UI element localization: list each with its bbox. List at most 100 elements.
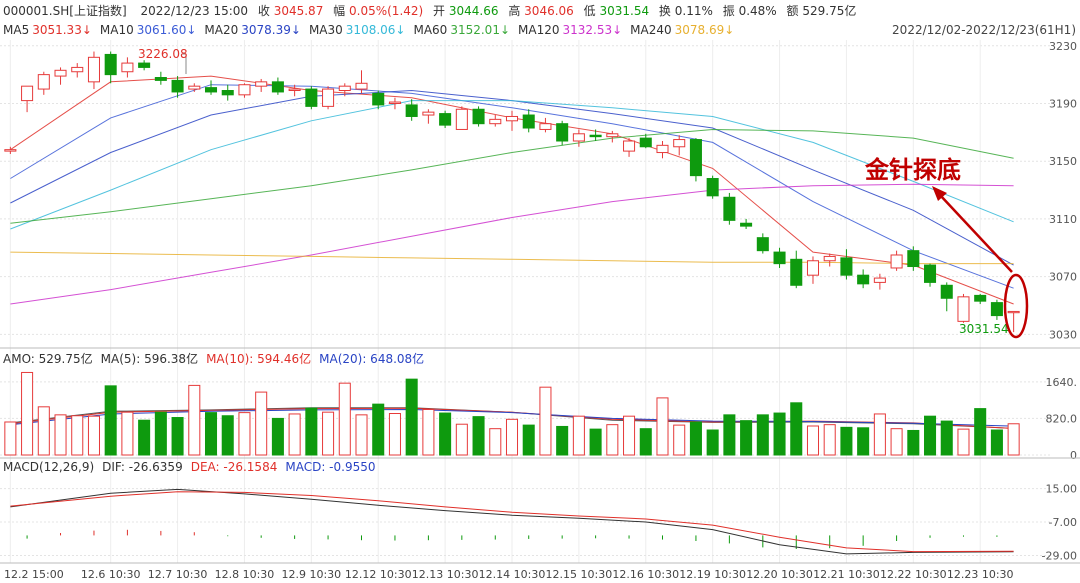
macd-axis: 15.00 -7.00 -29.00	[1042, 483, 1077, 563]
volume-bar	[21, 371, 34, 456]
price-tick-label: 3190	[1049, 97, 1077, 110]
candle-body	[1007, 310, 1020, 314]
ma-line-ma60	[10, 128, 1014, 224]
candle-body	[773, 251, 786, 265]
x-tick-label: 12.22 10:30	[880, 568, 947, 581]
volume-axis: 1640. 820.0 0	[1046, 376, 1078, 462]
volume-bar	[890, 428, 903, 456]
annotation-text: 金针探底	[864, 156, 961, 184]
candle-body	[556, 123, 569, 142]
candle-body	[322, 88, 335, 107]
volume-bar	[221, 415, 234, 456]
volume-bar	[505, 418, 519, 456]
info-high: 3046.06	[524, 4, 574, 18]
candle-body	[355, 82, 368, 90]
macd-legend-item-0: MACD(12,26,9)	[3, 460, 94, 474]
ma-legend-item-5: 3078.39↓	[241, 23, 301, 37]
ma-legend-item-6: MA30	[309, 23, 343, 37]
ma-legend-item-1: 3051.33↓	[32, 23, 92, 37]
annotation-ellipse	[1003, 273, 1029, 339]
candle-body	[940, 284, 953, 299]
candle-body	[756, 237, 769, 252]
candle-body	[138, 62, 151, 68]
volume-bar	[606, 424, 619, 456]
candle-body	[890, 254, 903, 269]
candle-body	[840, 257, 853, 276]
x-tick-label: 12.6 10:30	[81, 568, 141, 581]
candle-body	[656, 144, 669, 154]
candle-body	[4, 149, 17, 152]
macd-dif-line	[10, 488, 1014, 555]
info-datetime: 2022/12/23 15:00	[140, 4, 248, 18]
x-tick-label: 12.23 10:30	[947, 568, 1014, 581]
volume-bar	[756, 414, 769, 456]
volume-bar	[873, 413, 886, 456]
candle-body	[121, 62, 134, 73]
info-change: 0.05%(1.42)	[349, 4, 423, 18]
volume-bar	[723, 414, 736, 456]
info-open: 3044.66	[449, 4, 499, 18]
x-tick-label: 12.13 10:30	[412, 568, 479, 581]
x-tick-label: 12.9 10:30	[281, 568, 341, 581]
candle-body	[489, 118, 502, 125]
candle-body	[388, 101, 401, 104]
ma-line-ma120	[10, 183, 1014, 305]
volume-bar	[271, 417, 284, 456]
volume-bar	[740, 420, 753, 456]
volume-bar	[439, 412, 452, 456]
volume-bar	[255, 391, 268, 456]
volume-bar	[840, 426, 853, 456]
candle-body	[606, 133, 619, 138]
volume-bar	[673, 424, 686, 456]
price-axis: 3230 3190 3150 3110 3070 3030	[1049, 40, 1077, 342]
candle-body	[422, 111, 435, 116]
candle-body	[255, 81, 268, 87]
macd-lines	[10, 488, 1014, 555]
candle-body	[924, 264, 937, 283]
volume-bar	[924, 415, 937, 456]
volume-bar	[572, 415, 585, 456]
annotation-arrow-head	[932, 186, 947, 201]
candle-body	[706, 178, 719, 197]
candle-body	[990, 302, 1003, 317]
info-close-label: 收	[258, 4, 270, 18]
volume-legend-item-3: MA(20): 648.08亿	[319, 351, 424, 366]
candle-body	[338, 85, 351, 91]
info-change-label: 幅	[333, 3, 345, 18]
x-tick-label: 12.14 10:30	[479, 568, 546, 581]
macd-grid	[0, 488, 1050, 556]
candle-body	[522, 114, 535, 129]
candle-body	[171, 79, 184, 93]
volume-bar	[623, 415, 636, 456]
candle-body	[472, 108, 485, 125]
candle-body	[957, 296, 970, 322]
candle-body	[873, 277, 886, 283]
x-tick-label: 12.20 10:30	[746, 568, 813, 581]
low-price-label: 3031.54	[959, 322, 1009, 336]
candle-body	[54, 69, 67, 77]
volume-bar	[639, 428, 652, 456]
price-tick-label: 3030	[1049, 328, 1077, 341]
ma-legend-item-12: MA240	[630, 23, 671, 37]
volume-bar	[940, 420, 953, 456]
candle-body	[305, 88, 318, 107]
volume-bar	[974, 408, 987, 456]
info-symbol: 000001.SH[上证指数]	[3, 3, 127, 18]
candle-body	[455, 108, 468, 130]
candle-body	[823, 255, 836, 262]
price-tick-label: 3230	[1049, 40, 1077, 53]
candle-body	[221, 90, 234, 96]
candle-body	[857, 274, 870, 285]
volume-bar	[689, 421, 702, 456]
volume-bar	[305, 407, 318, 456]
ma-legend-item-9: 3152.01↓	[450, 23, 510, 37]
volume-bar	[589, 428, 602, 456]
candle-body	[689, 139, 702, 177]
macd-legend: MACD(12,26,9) DIF: -26.6359 DEA: -26.1584 M…	[3, 460, 376, 474]
x-axis: 12.2 15:00 12.6 10:30 12.7 10:30 12.8 10:30…	[4, 568, 1014, 581]
x-tick-label: 12.8 10:30	[215, 568, 275, 581]
candle-body	[405, 104, 418, 117]
macd-legend-item-1: DIF: -26.6359	[102, 460, 183, 474]
volume-bar	[104, 385, 117, 456]
